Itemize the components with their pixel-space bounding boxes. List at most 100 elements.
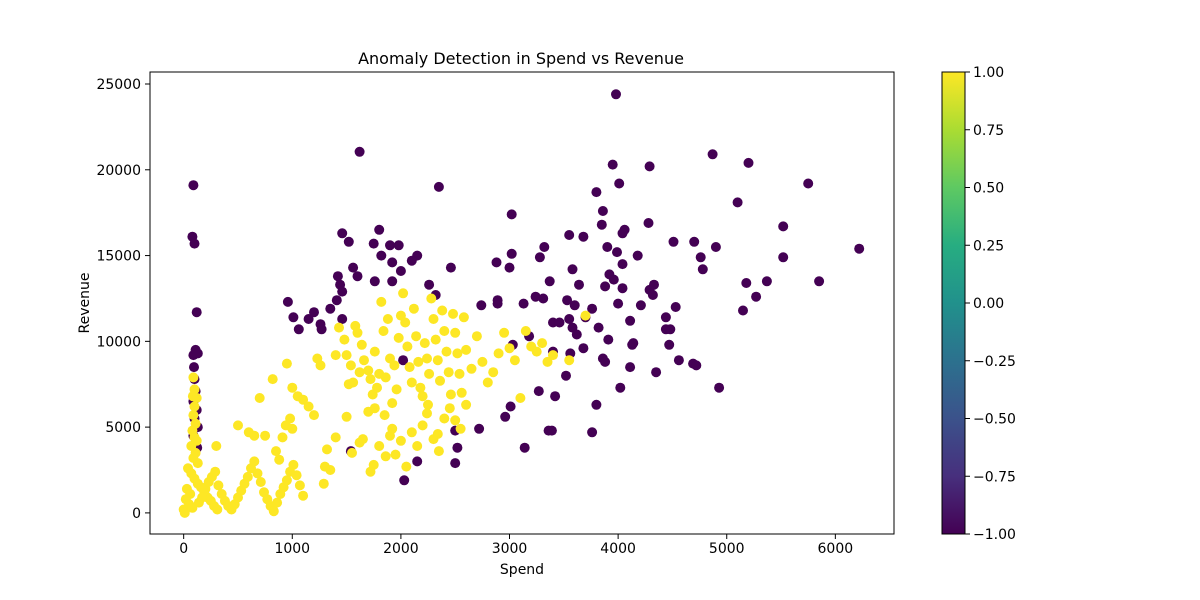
normal-point: [315, 360, 326, 371]
normal-point: [354, 367, 365, 378]
anomaly-point: [424, 279, 435, 290]
normal-point: [415, 382, 426, 393]
anomaly-point: [189, 362, 199, 373]
y-axis-label: Revenue: [77, 273, 93, 334]
normal-point: [461, 399, 472, 410]
anomaly-point: [651, 367, 662, 378]
normal-point: [435, 375, 445, 386]
normal-point: [428, 314, 439, 324]
normal-point: [441, 346, 452, 357]
normal-point: [488, 367, 499, 378]
normal-point: [422, 408, 432, 419]
normal-point: [212, 504, 223, 515]
normal-point: [439, 413, 450, 424]
normal-point: [267, 374, 278, 385]
anomaly-point: [689, 236, 700, 247]
x-tick-label: 3000: [492, 541, 528, 557]
anomaly-point: [530, 291, 541, 302]
normal-point: [341, 411, 352, 422]
anomaly-point: [587, 427, 598, 438]
y-tick-label: 25000: [96, 77, 141, 93]
normal-point: [197, 492, 208, 503]
anomaly-point: [192, 348, 203, 359]
normal-point: [272, 497, 283, 508]
normal-point: [445, 389, 456, 400]
y-axis: 0 5000 10000 15000 20000 25000: [96, 77, 150, 522]
normal-point: [390, 449, 401, 460]
anomaly-point: [628, 338, 639, 349]
anomaly-point: [303, 314, 314, 324]
normal-point: [322, 444, 332, 455]
anomaly-point: [293, 324, 304, 335]
anomaly-point: [476, 300, 487, 311]
anomaly-point: [600, 281, 611, 292]
anomaly-point: [376, 250, 387, 261]
anomaly-point: [550, 391, 561, 402]
anomaly-point: [352, 271, 363, 282]
anomaly-point: [778, 221, 789, 232]
anomaly-point: [189, 238, 200, 249]
normal-point: [188, 372, 199, 383]
anomaly-point: [751, 291, 762, 302]
anomaly-point: [332, 271, 343, 282]
normal-point: [249, 456, 260, 467]
anomaly-point: [374, 224, 385, 235]
normal-point: [374, 441, 385, 451]
anomaly-point: [393, 240, 404, 251]
normal-point: [408, 303, 419, 314]
colorbar-tick-label: 0.25: [973, 238, 1004, 254]
anomaly-point: [544, 276, 555, 287]
normal-point: [369, 403, 380, 414]
anomaly-point: [738, 305, 748, 316]
colorbar-tick-label: 0.00: [973, 296, 1004, 312]
anomaly-point: [564, 314, 575, 324]
anomaly-point: [518, 298, 529, 309]
normal-point: [466, 363, 477, 374]
normal-point: [277, 432, 288, 443]
anomaly-point: [539, 242, 550, 252]
normal-point: [391, 384, 402, 395]
anomaly-point: [445, 262, 456, 273]
normal-point: [430, 334, 441, 345]
normal-point: [499, 327, 510, 338]
normal-point: [509, 355, 520, 366]
anomaly-point: [743, 157, 754, 168]
anomaly-point: [561, 370, 571, 381]
y-tick-label: 15000: [96, 249, 141, 265]
anomaly-point: [625, 362, 636, 373]
normal-point: [281, 358, 292, 369]
anomaly-point: [697, 264, 708, 275]
normal-point: [531, 346, 542, 357]
normal-point: [287, 382, 298, 393]
anomaly-point: [567, 264, 578, 275]
normal-point: [564, 355, 575, 366]
normal-point: [422, 353, 432, 364]
normal-point: [452, 348, 463, 359]
normal-point: [419, 338, 430, 349]
normal-point: [294, 480, 305, 491]
anomaly-point: [337, 286, 348, 297]
normal-point: [271, 446, 281, 457]
anomaly-point: [647, 290, 658, 300]
anomaly-point: [562, 295, 573, 306]
normal-point: [291, 470, 302, 481]
scatter-points: [178, 89, 865, 518]
anomaly-point: [741, 278, 752, 288]
normal-point: [191, 393, 202, 403]
anomaly-point: [668, 236, 679, 247]
normal-point: [443, 367, 454, 378]
anomaly-point: [673, 355, 684, 366]
normal-point: [504, 343, 515, 354]
colorbar-tick-label: −0.50: [973, 412, 1016, 428]
anomaly-point: [282, 296, 293, 307]
normal-point: [412, 441, 423, 451]
normal-point: [242, 471, 253, 482]
normal-point: [387, 398, 398, 409]
anomaly-point: [571, 329, 582, 340]
anomaly-point: [617, 259, 628, 270]
normal-point: [363, 365, 374, 376]
anomaly-point: [343, 236, 354, 247]
normal-point: [482, 377, 493, 388]
anomaly-point: [506, 248, 517, 259]
normal-point: [254, 393, 265, 403]
